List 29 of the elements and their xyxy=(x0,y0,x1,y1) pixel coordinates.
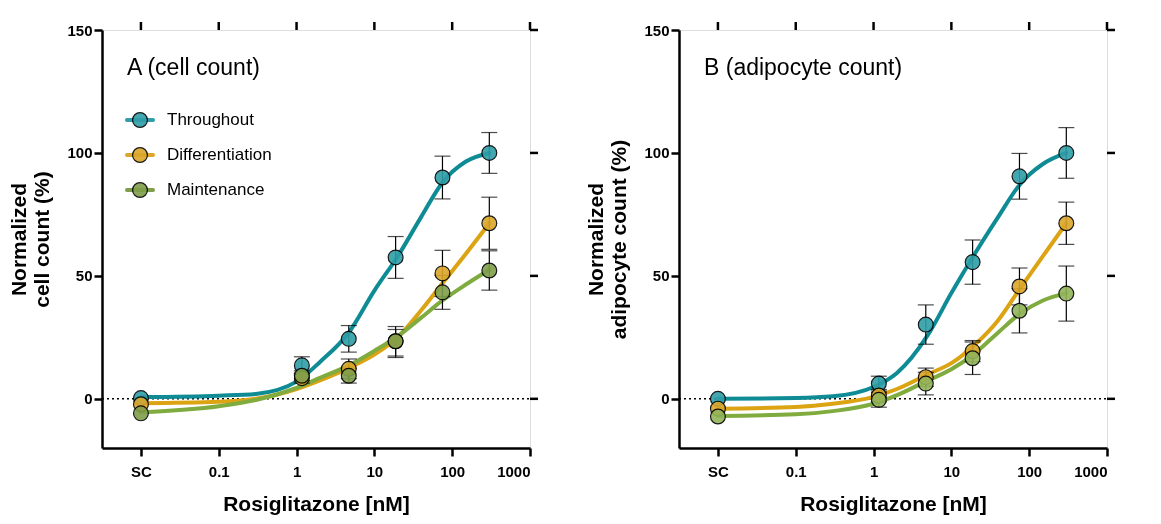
x-tick-label: SC xyxy=(131,462,153,480)
x-tick-label: 100 xyxy=(440,462,466,480)
x-tick-label: 1 xyxy=(869,462,879,480)
text: A (cell count) xyxy=(127,54,260,80)
x-tick-label: 1000 xyxy=(1074,462,1108,480)
text: B (adipocyte count) xyxy=(704,54,903,80)
y-tick-label: 50 xyxy=(652,267,670,285)
x-axis-title: Rosiglitazone [nM] xyxy=(800,491,987,515)
x-tick-label: 100 xyxy=(1017,462,1043,480)
y-tick-label: 0 xyxy=(661,390,670,408)
y-axis-title: Normalized adipocyte count (%) xyxy=(584,139,631,340)
x-tick-label: 10 xyxy=(943,462,961,480)
x-tick-label: SC xyxy=(708,462,730,480)
x-tick-label: 1000 xyxy=(497,462,531,480)
y-tick-label: 150 xyxy=(67,21,93,39)
x-tick-label: 10 xyxy=(366,462,384,480)
y-axis-title: Normalized cell count (%) xyxy=(7,171,54,308)
y-tick-label: 150 xyxy=(644,21,670,39)
y-tick-label: 100 xyxy=(644,144,670,162)
y-tick-label: 50 xyxy=(75,267,93,285)
legend-label: Throughout xyxy=(167,110,255,129)
legend-label: Differentiation xyxy=(167,145,272,164)
x-tick-label: 1 xyxy=(292,462,302,480)
x-tick-label: 0.1 xyxy=(785,462,807,480)
y-tick-label: 0 xyxy=(84,390,93,408)
x-tick-label: 0.1 xyxy=(208,462,230,480)
x-axis-title: Rosiglitazone [nM] xyxy=(223,491,410,515)
legend-label: Maintenance xyxy=(167,180,265,199)
y-tick-label: 100 xyxy=(67,144,93,162)
